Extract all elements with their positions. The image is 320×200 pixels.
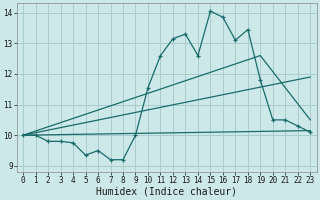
X-axis label: Humidex (Indice chaleur): Humidex (Indice chaleur) [96, 187, 237, 197]
